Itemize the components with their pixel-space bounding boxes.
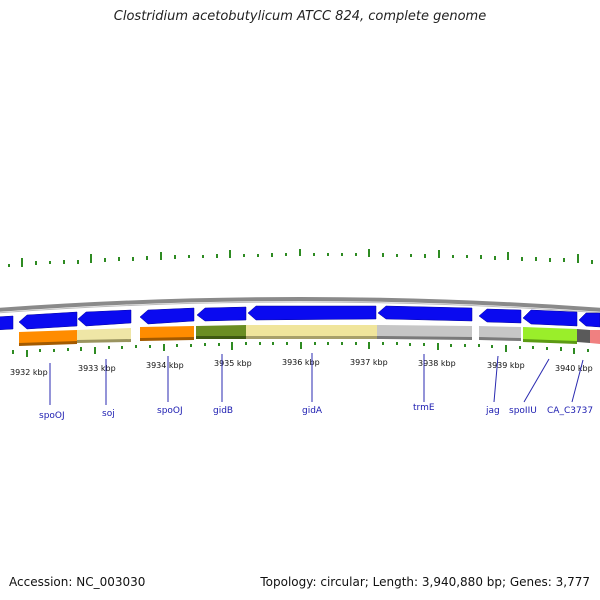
- kbp-label: 3936 kbp: [282, 358, 320, 367]
- category-track: [19, 325, 600, 346]
- category-block[interactable]: [377, 325, 472, 339]
- category-block[interactable]: [577, 329, 590, 343]
- gene-arrow[interactable]: [522, 309, 578, 327]
- kbp-label: 3939 kbp: [487, 361, 525, 370]
- kbp-scale: 3932 kbp 3933 kbp 3934 kbp 3935 kbp 3936…: [10, 358, 593, 377]
- gene-arrow[interactable]: [77, 309, 132, 327]
- gene-labels: spoOJ soj spoOJ gidB gidA trmE jag spoII…: [39, 403, 593, 421]
- kbp-label: 3933 kbp: [78, 364, 116, 373]
- category-block-shade: [523, 339, 577, 344]
- gene-label-spooj-2[interactable]: spoOJ: [157, 406, 183, 416]
- category-block-shade: [140, 337, 194, 341]
- kbp-label: 3940 kbp: [555, 364, 593, 373]
- category-block-shade: [77, 339, 131, 343]
- kbp-label: 3937 kbp: [350, 358, 388, 367]
- gene-arrow[interactable]: [18, 311, 78, 330]
- lower-tick-track: [12, 342, 589, 357]
- gene-label-jag[interactable]: jag: [485, 406, 500, 416]
- category-block[interactable]: [196, 325, 246, 339]
- gene-label-gida[interactable]: gidA: [302, 406, 323, 416]
- gene-arrow[interactable]: [478, 308, 522, 324]
- gene-label-gidb[interactable]: gidB: [213, 406, 233, 416]
- topology-summary: Topology: circular; Length: 3,940,880 bp…: [260, 575, 590, 589]
- category-block[interactable]: [590, 330, 600, 344]
- gene-label-spoiiu[interactable]: spoIIU: [509, 406, 537, 416]
- gene-label-ca-c3737[interactable]: CA_C3737: [547, 406, 593, 416]
- gene-arrow[interactable]: [0, 315, 14, 330]
- kbp-label: 3934 kbp: [146, 361, 184, 370]
- category-block-shade: [196, 336, 246, 339]
- gene-arrow[interactable]: [578, 312, 600, 328]
- kbp-label: 3932 kbp: [10, 368, 48, 377]
- category-block-shade: [19, 341, 77, 346]
- gene-label-spooj[interactable]: spoOJ: [39, 411, 65, 421]
- genome-backbone-shadow: [0, 301, 600, 314]
- category-block[interactable]: [479, 326, 521, 340]
- category-block[interactable]: [140, 326, 194, 340]
- kbp-label: 3938 kbp: [418, 359, 456, 368]
- category-block-shade: [377, 336, 472, 340]
- gene-label-soj[interactable]: soj: [102, 409, 115, 419]
- gene-leader-lines: [49, 353, 584, 405]
- gene-label-trme[interactable]: trmE: [413, 403, 435, 413]
- category-block[interactable]: [246, 325, 377, 338]
- gene-arrow[interactable]: [139, 307, 195, 325]
- category-block[interactable]: [523, 327, 577, 342]
- gene-arrow[interactable]: [377, 305, 473, 322]
- genome-backbone: [0, 297, 600, 312]
- category-block[interactable]: [19, 330, 77, 345]
- upper-tick-track: [8, 249, 593, 267]
- category-block-shade: [246, 336, 377, 339]
- map-title: Clostridium acetobutylicum ATCC 824, com…: [113, 9, 487, 24]
- accession-label: Accession: NC_003030: [9, 575, 146, 589]
- gene-arrow[interactable]: [247, 305, 377, 321]
- gene-arrow[interactable]: [196, 306, 247, 322]
- kbp-label: 3935 kbp: [214, 359, 252, 368]
- gene-arrow-track: [0, 305, 600, 330]
- category-block-shade: [479, 337, 521, 341]
